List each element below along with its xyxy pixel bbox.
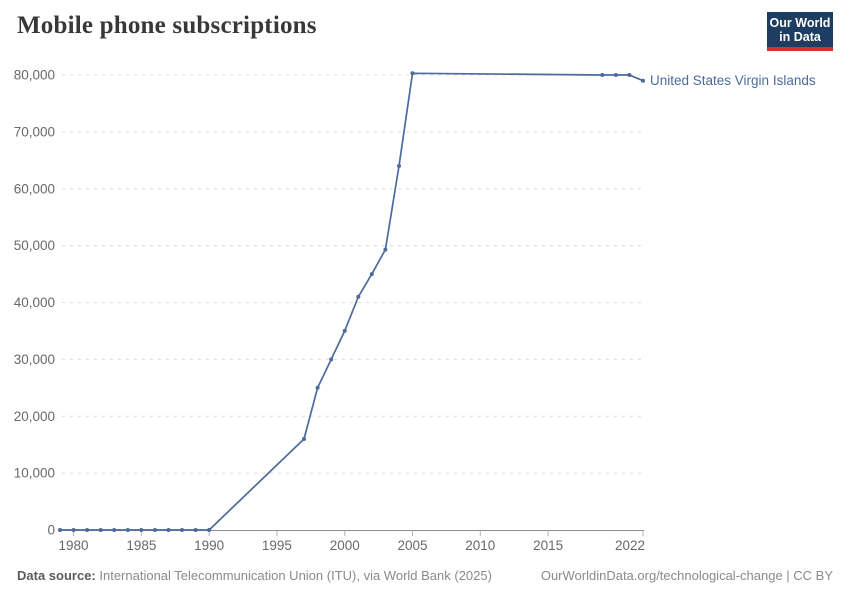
line-chart-canvas: 0 10,000 20,000 30,000 40,000 50,000 60,000 70,… xyxy=(14,68,816,554)
data-point[interactable] xyxy=(613,73,618,77)
data-point[interactable] xyxy=(58,528,62,532)
x-axis-tick-label: 2005 xyxy=(397,538,427,553)
data-point[interactable] xyxy=(410,71,415,76)
data-point[interactable] xyxy=(85,528,90,532)
page-title: Mobile phone subscriptions xyxy=(17,12,317,39)
data-point[interactable] xyxy=(383,247,388,252)
data-point[interactable] xyxy=(207,528,212,532)
y-axis-tick-label: 30,000 xyxy=(14,352,55,367)
data-point[interactable] xyxy=(71,528,76,532)
data-point[interactable] xyxy=(152,528,157,532)
series-line[interactable] xyxy=(59,72,644,531)
owid-logo-line2: in Data xyxy=(779,30,821,44)
chart-footer: Data source: International Telecommunica… xyxy=(17,568,833,583)
data-point[interactable] xyxy=(627,73,632,77)
data-source-text: International Telecommunication Union (I… xyxy=(95,568,492,583)
data-point[interactable] xyxy=(139,528,144,532)
data-point[interactable] xyxy=(315,385,320,390)
data-point[interactable] xyxy=(600,73,605,77)
data-point[interactable] xyxy=(329,357,334,362)
data-point[interactable] xyxy=(369,272,374,277)
data-point[interactable] xyxy=(397,164,401,168)
x-axis-tick-label: 2000 xyxy=(330,538,360,553)
owid-url-license[interactable]: OurWorldinData.org/technological-change … xyxy=(540,568,833,583)
data-point[interactable] xyxy=(302,437,306,441)
x-axis-tick-label: 1985 xyxy=(126,538,156,553)
y-axis-tick-label: 40,000 xyxy=(14,295,55,310)
data-source-note: Data source: International Telecommunica… xyxy=(17,568,492,583)
data-point[interactable] xyxy=(356,294,361,299)
data-source-label: Data source: xyxy=(17,568,96,583)
data-point[interactable] xyxy=(98,528,103,532)
data-point[interactable] xyxy=(125,528,130,532)
x-axis-tick-label: 2010 xyxy=(465,538,495,553)
owid-logo[interactable]: Our World in Data xyxy=(767,12,833,51)
y-axis-tick-label: 70,000 xyxy=(14,124,55,139)
x-axis-tick-label: 1990 xyxy=(194,538,224,553)
data-point[interactable] xyxy=(180,528,184,532)
x-axis-tick-label: 1980 xyxy=(59,538,89,553)
y-axis-tick-label: 80,000 xyxy=(14,68,55,83)
y-axis-tick-label: 60,000 xyxy=(14,181,55,196)
data-point[interactable] xyxy=(193,528,198,532)
y-axis-tick-label: 20,000 xyxy=(14,409,55,424)
x-axis-tick-label: 1995 xyxy=(262,538,292,553)
x-axis-tick-label: 2022 xyxy=(615,538,645,553)
owid-logo-line1: Our World xyxy=(769,16,831,30)
data-point[interactable] xyxy=(166,528,171,532)
data-point[interactable] xyxy=(641,78,645,83)
y-axis-tick-label: 10,000 xyxy=(14,466,55,481)
y-axis-tick-label: 50,000 xyxy=(14,238,55,253)
series-entity-label[interactable]: United States Virgin Islands xyxy=(650,73,816,88)
y-axis-tick-label: 0 xyxy=(47,523,55,538)
x-axis-tick-label: 2015 xyxy=(533,538,563,553)
data-point[interactable] xyxy=(112,528,117,532)
data-point[interactable] xyxy=(342,328,347,333)
